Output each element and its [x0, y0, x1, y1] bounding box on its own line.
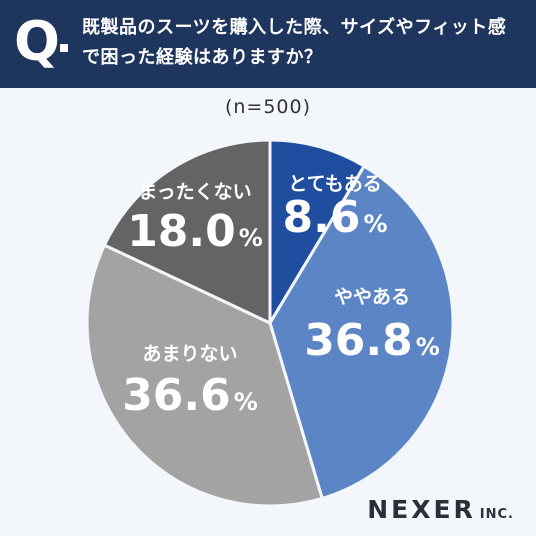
slice-category-label: まったくない: [138, 181, 251, 203]
pie-slice-1: [268, 138, 367, 329]
pie-slice-3: [85, 243, 325, 508]
logo-sub: INC.: [479, 507, 514, 522]
nexer-logo: NEXER INC.: [367, 495, 514, 524]
slice-value-label: 36.6%: [122, 370, 258, 421]
logo-main: NEXER: [367, 495, 476, 524]
slice-category-label: とてもある: [288, 173, 381, 195]
slice-category-label: ややある: [334, 286, 410, 308]
q-mark: Q: [14, 10, 60, 73]
slice-category-label: あまりない: [142, 343, 237, 365]
pie-slice-2: [268, 164, 455, 501]
sample-size-label: (n=500): [224, 96, 312, 118]
slice-value-label: 18.0%: [127, 206, 263, 257]
slice-value-label: 8.6%: [283, 192, 388, 243]
question-header: Q 既製品のスーツを購入した際、サイズやフィット感で困った経験はありますか？: [0, 0, 536, 88]
pie-slice-4: [102, 138, 272, 326]
slice-value-label: 36.8%: [304, 315, 440, 366]
question-text: 既製品のスーツを購入した際、サイズやフィット感で困った経験はありますか？: [82, 17, 507, 68]
q-dot: [60, 44, 68, 52]
